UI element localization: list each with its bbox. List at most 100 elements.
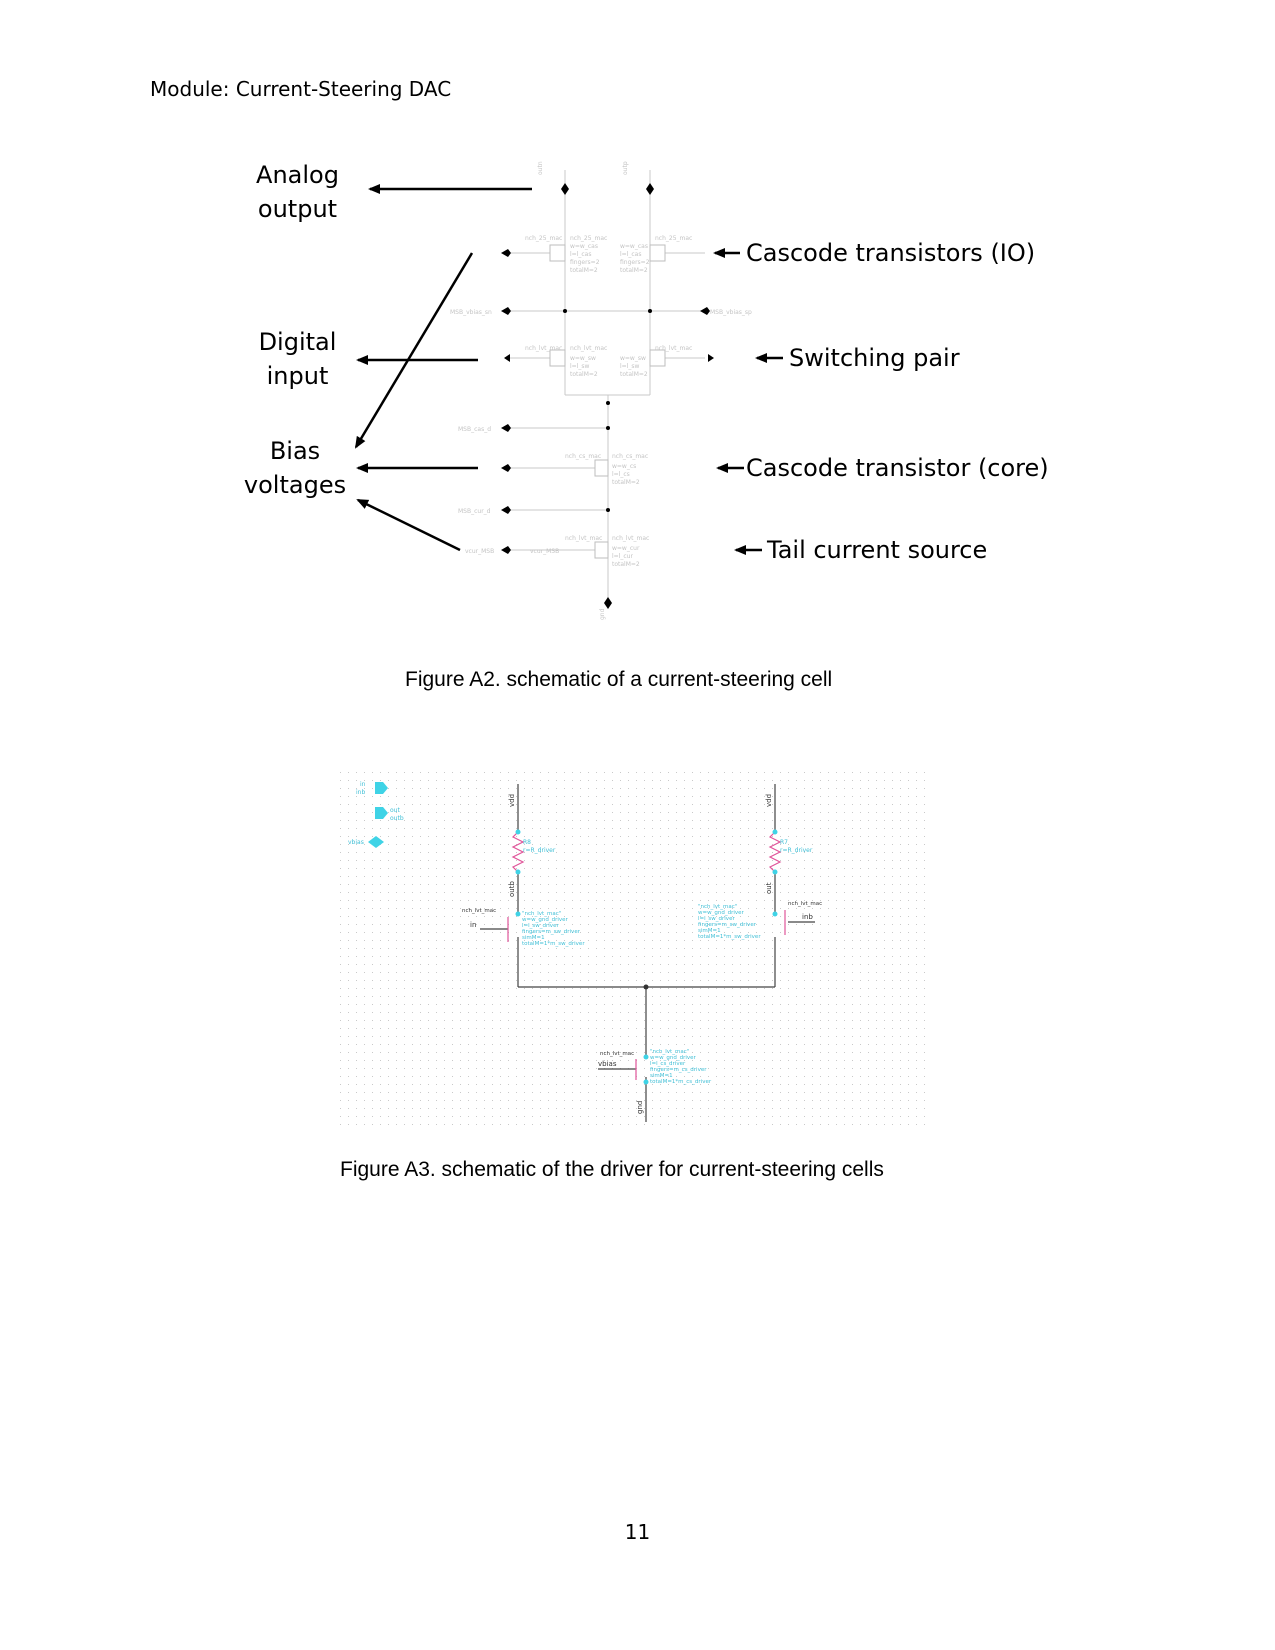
page-header: Module: Current-Steering DAC — [150, 77, 452, 101]
net-vdd-left: vdd — [508, 794, 516, 807]
svg-text:MSB_cas_d: MSB_cas_d — [458, 426, 491, 433]
label-switching-pair: Switching pair — [789, 344, 960, 372]
svg-text:fingers=2: fingers=2 — [620, 259, 650, 266]
svg-text:nch_25_mac: nch_25_mac — [655, 235, 692, 242]
svg-text:nch_lvt_mac: nch_lvt_mac — [570, 345, 607, 352]
label-digital-input: Digital input — [258, 328, 337, 390]
svg-text:l=l_sw: l=l_sw — [620, 363, 639, 370]
transistor-glyphs — [549, 244, 666, 559]
device-right-p5: simM=1 — [698, 928, 721, 934]
net-out: out — [765, 882, 773, 894]
svg-text:w=w_cas: w=w_cas — [570, 243, 598, 250]
label-cascode-core: Cascode transistor (core) — [746, 454, 1049, 482]
svg-text:w=w_cas: w=w_cas — [620, 243, 648, 250]
device-right-p4: fingers=m_sw_driver — [698, 922, 757, 928]
svg-text:totalM=2: totalM=2 — [570, 267, 598, 274]
label-bias-voltages: Bias voltages — [243, 437, 347, 499]
resistor-right-value: r=R_driver — [780, 847, 813, 854]
svg-text:w=w_sw: w=w_sw — [570, 355, 596, 362]
resistors — [511, 831, 782, 873]
svg-text:gnd: gnd — [599, 608, 606, 620]
svg-text:w=w_cur: w=w_cur — [612, 545, 640, 552]
svg-text:l=l_sw: l=l_sw — [570, 363, 589, 370]
faint-annotations: nch_25_mac nch_25_mac nch_25_mac w=w_casl=… — [450, 161, 752, 620]
svg-text:totalM=2: totalM=2 — [612, 479, 640, 486]
figure-a2-caption: Figure A2. schematic of a current-steeri… — [405, 668, 833, 691]
device-left-p4: fingers=m_sw_driver — [522, 929, 581, 935]
device-tail-p4: fingers=m_cs_driver — [650, 1067, 707, 1073]
grid-background — [340, 772, 930, 1132]
figure-a3-caption: Figure A3. schematic of the driver for c… — [340, 1158, 884, 1181]
pin-label-in: in — [360, 781, 366, 788]
svg-text:MSB_cur_d: MSB_cur_d — [458, 508, 491, 515]
svg-text:nch_cs_mac: nch_cs_mac — [565, 453, 601, 460]
svg-text:MSB_vbias_sp: MSB_vbias_sp — [710, 309, 752, 316]
svg-text:nch_lvt_mac: nch_lvt_mac — [565, 535, 602, 542]
device-left-model: nch_lvt_mac — [462, 908, 496, 914]
svg-text:l=l_cur: l=l_cur — [612, 553, 633, 560]
device-left-p6: totalM=1*m_sw_driver — [522, 941, 585, 947]
svg-text:nch_25_mac: nch_25_mac — [570, 235, 607, 242]
page-number: 11 — [624, 1520, 651, 1544]
net-inb: inb — [802, 913, 813, 921]
svg-text:l=l_cs: l=l_cs — [612, 471, 630, 478]
svg-text:totalM=2: totalM=2 — [612, 561, 640, 568]
annotation-arrows — [354, 184, 783, 555]
device-right-p6: totalM=1*m_sw_driver — [698, 934, 761, 940]
svg-text:nch_lvt_mac: nch_lvt_mac — [655, 345, 692, 352]
device-tail-p2: w=w_gnd_driver — [650, 1055, 696, 1061]
svg-text:outn: outn — [537, 161, 544, 175]
label-tail-source: Tail current source — [767, 536, 988, 564]
device-right-p2: w=w_gnd_driver — [698, 910, 744, 916]
svg-text:nch_25_mac: nch_25_mac — [525, 235, 562, 242]
device-left-p3: l=l_sw_driver — [522, 923, 559, 929]
svg-text:vcur_MSB: vcur_MSB — [465, 548, 494, 555]
svg-text:totalM=2: totalM=2 — [620, 371, 648, 378]
svg-text:nch_lvt_mac: nch_lvt_mac — [525, 345, 562, 352]
svg-text:vcur_MSB: vcur_MSB — [530, 548, 559, 555]
svg-text:w=w_sw: w=w_sw — [620, 355, 646, 362]
pin-label-inb: inb — [356, 789, 365, 796]
svg-text:w=w_cs: w=w_cs — [612, 463, 636, 470]
device-tail-p3: l=l_cs_driver — [650, 1061, 686, 1067]
device-left-p2: w=w_gnd_driver — [522, 917, 568, 923]
device-left-p1: "nch_lvt_mac" — [522, 911, 561, 917]
svg-text:l=l_cas: l=l_cas — [620, 251, 641, 258]
svg-text:totalM=2: totalM=2 — [570, 371, 598, 378]
transistors — [507, 910, 786, 1080]
net-outb: outb — [508, 881, 516, 897]
pin-symbols — [368, 782, 778, 1085]
pin-label-out: out — [390, 807, 400, 814]
resistor-left-value: r=R_driver — [523, 847, 556, 854]
resistor-left-name: R8 — [523, 839, 531, 846]
label-analog-output: Analog output — [256, 161, 339, 223]
net-gnd: gnd — [636, 1101, 644, 1114]
device-tail-p6: totalM=1*m_cs_driver — [650, 1079, 712, 1085]
device-right-model: nch_lvt_mac — [788, 901, 822, 907]
device-left-p5: simM=1 — [522, 935, 545, 941]
device-right-p3: l=l_sw_driver — [698, 916, 735, 922]
pin-label-vbias: vbias — [348, 839, 364, 846]
svg-text:nch_cs_mac: nch_cs_mac — [612, 453, 648, 460]
svg-text:nch_lvt_mac: nch_lvt_mac — [612, 535, 649, 542]
figure-a3-schematic: in inb out outb vbias vdd vdd outb out i… — [340, 772, 930, 1132]
svg-text:outp: outp — [622, 161, 629, 175]
device-right-p1: "nch_lvt_mac" — [698, 904, 737, 910]
device-tail-p1: "nch_lvt_mac" — [650, 1049, 689, 1055]
net-vbias: vbias — [598, 1060, 617, 1068]
junction-dot — [643, 984, 649, 990]
device-tail-model: nch_lvt_mac — [600, 1051, 634, 1057]
svg-text:l=l_cas: l=l_cas — [570, 251, 591, 258]
cell-wires — [505, 170, 705, 605]
svg-text:totalM=2: totalM=2 — [620, 267, 648, 274]
pin-label-outb: outb — [390, 815, 404, 822]
net-in: in — [470, 921, 476, 929]
device-tail-p5: simM=1 — [650, 1073, 673, 1079]
figure-a2-schematic: nch_25_mac nch_25_mac nch_25_mac w=w_casl=… — [354, 161, 783, 620]
net-vdd-right: vdd — [765, 794, 773, 807]
svg-text:MSB_vbias_sn: MSB_vbias_sn — [450, 309, 492, 316]
pin-markers — [501, 183, 714, 609]
resistor-right-name: R7 — [780, 839, 788, 846]
svg-text:fingers=2: fingers=2 — [570, 259, 600, 266]
label-cascode-io: Cascode transistors (IO) — [746, 239, 1036, 267]
